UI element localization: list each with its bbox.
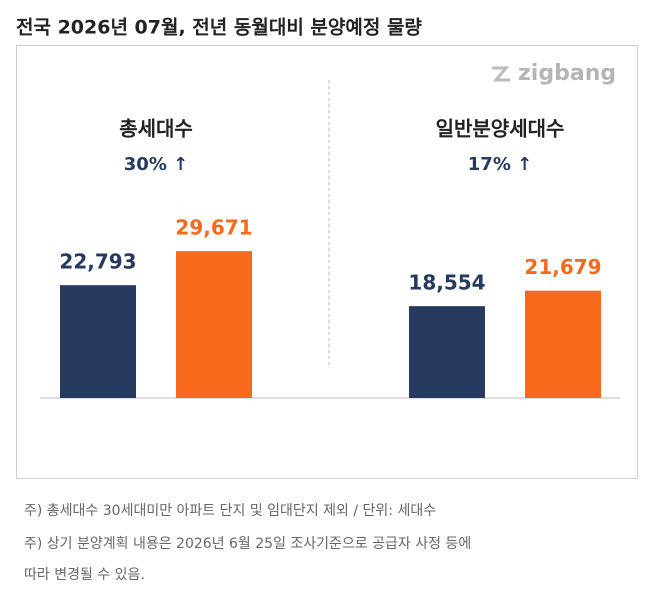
page-title: 전국 2026년 07월, 전년 동월대비 분양예정 물량 (16, 17, 422, 39)
panel-title: 일반분양세대수 (436, 117, 565, 141)
annotation: 17% ↑ (468, 154, 532, 175)
value-label: 21,679 (524, 255, 601, 279)
bar (409, 306, 485, 398)
note: 주) 총세대수 30세대미만 아파트 단지 및 임대단지 제외 / 단위: 세대… (24, 503, 436, 519)
bar (60, 285, 136, 398)
value-label: 29,671 (175, 216, 252, 240)
logo: zigbang (518, 61, 616, 86)
logo-icon (492, 66, 510, 82)
bar (176, 251, 252, 398)
panel-title: 총세대수 (119, 117, 193, 141)
value-label: 18,554 (408, 271, 485, 295)
value-label: 22,793 (59, 250, 136, 274)
note: 주) 상기 분양계획 내용은 2026년 6월 25일 조사기준으로 공급자 사… (24, 536, 471, 552)
note: 따라 변경될 수 있음. (24, 567, 145, 583)
chart-frame (16, 45, 638, 479)
bar (525, 290, 601, 398)
annotation: 30% ↑ (124, 154, 188, 175)
